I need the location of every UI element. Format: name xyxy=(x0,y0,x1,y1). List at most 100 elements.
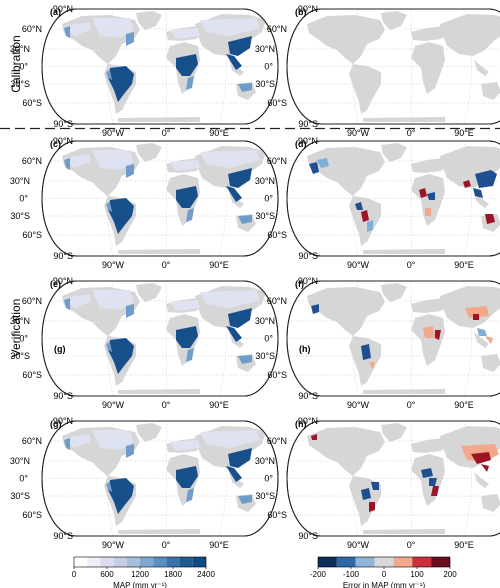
lon-label: 90°E xyxy=(454,260,474,270)
data-region xyxy=(361,344,371,360)
data-region xyxy=(419,188,427,198)
panel-e: (e)90°N 60°N 30°N 0° 30°S 60°S 90°S 90°W 0° 90°E (… xyxy=(10,276,279,410)
lat-label: 60°N xyxy=(267,24,287,34)
lat-label: 90°N xyxy=(298,136,318,146)
data-region xyxy=(186,488,194,502)
data-region xyxy=(64,298,70,310)
data-region xyxy=(485,336,493,344)
colorbar-swatch xyxy=(179,557,193,567)
data-region xyxy=(317,158,329,168)
lat-label: 0° xyxy=(264,334,273,344)
data-region xyxy=(92,150,134,170)
data-region xyxy=(126,164,134,178)
lat-label: 90°N xyxy=(298,276,318,286)
data-region xyxy=(106,70,112,80)
data-region xyxy=(170,440,200,451)
panel-inner-label: (g) xyxy=(54,344,66,354)
colorbar-swatch xyxy=(126,557,140,567)
data-region xyxy=(427,192,435,200)
data-region xyxy=(238,83,252,92)
data-region xyxy=(361,210,369,222)
lat-label: 0° xyxy=(264,474,273,484)
data-region xyxy=(485,214,495,224)
data-region xyxy=(170,300,200,311)
data-region xyxy=(126,304,134,318)
lat-label: 90°N xyxy=(53,276,73,286)
lat-label: 30°S xyxy=(10,491,30,501)
lon-label: 0° xyxy=(162,540,171,550)
lat-label: 0° xyxy=(19,334,28,344)
data-region xyxy=(465,306,489,318)
colorbar-tick-label: 100 xyxy=(410,570,424,579)
lat-label: 60°S xyxy=(22,370,42,380)
lat-label: 60°N xyxy=(267,156,287,166)
data-region xyxy=(369,502,375,512)
lat-label: 60°N xyxy=(267,296,287,306)
lat-label: 90°S xyxy=(53,119,73,129)
lat-label: 0° xyxy=(19,194,28,204)
lat-label: 90°N xyxy=(53,416,73,426)
lon-label: 90°E xyxy=(454,540,474,550)
lat-label: 0° xyxy=(19,62,28,72)
lat-label: 90°N xyxy=(298,4,318,14)
panel-d: (d)90°N 60°N 30°N 0° 30°S 60°S 90°S 90°W 0° 90°E xyxy=(255,136,500,270)
colorbar-swatch xyxy=(393,557,413,567)
data-region xyxy=(92,18,134,38)
colorbar-title: MAP (mm yr⁻¹) xyxy=(113,581,167,588)
lat-label: 90°S xyxy=(298,119,318,129)
meridian-line xyxy=(165,281,167,396)
lon-label: 0° xyxy=(407,400,416,410)
lon-label: 0° xyxy=(407,128,416,138)
data-region xyxy=(238,215,252,224)
data-region xyxy=(64,438,70,450)
meridian-line xyxy=(165,141,167,256)
lat-label: 30°N xyxy=(10,176,30,186)
data-region xyxy=(108,338,134,374)
data-region xyxy=(200,430,260,448)
data-region xyxy=(421,468,433,478)
data-region xyxy=(106,342,112,352)
panel-label: (g) xyxy=(50,419,62,429)
data-region xyxy=(473,314,479,320)
lat-label: 90°S xyxy=(298,391,318,401)
panel-f: (f)90°N 60°N 30°N 0° 30°S 60°S 90°S 90°W 0° 90°E (… xyxy=(255,276,500,410)
data-region xyxy=(186,76,194,90)
colorbar-tick-label: 0 xyxy=(382,570,387,579)
panel-label: (b) xyxy=(295,7,307,17)
panel-label: (f) xyxy=(295,279,304,289)
lat-label: 30°N xyxy=(10,456,30,466)
lon-label: 0° xyxy=(162,260,171,270)
data-region xyxy=(176,466,198,488)
panel-label: (h) xyxy=(295,419,307,429)
lon-label: 90°W xyxy=(102,260,125,270)
data-region xyxy=(170,160,200,171)
colorbar-swatch xyxy=(192,557,206,567)
lat-label: 0° xyxy=(264,194,273,204)
colorbar-tick-label: 1200 xyxy=(131,570,149,579)
data-region xyxy=(429,478,437,486)
data-region xyxy=(64,158,70,170)
data-region xyxy=(371,482,379,490)
data-region xyxy=(367,220,373,232)
lat-label: 60°S xyxy=(22,510,42,520)
data-region xyxy=(311,434,317,440)
data-region xyxy=(200,290,260,308)
data-region xyxy=(463,180,471,188)
lat-label: 60°N xyxy=(22,436,42,446)
lon-label: 90°W xyxy=(102,400,125,410)
data-region xyxy=(477,328,487,336)
colorbar-error: -200 -100 0 100 200 Error in MAP (mm yr⁻¹) xyxy=(310,556,457,588)
colorbar-tick-label: 2400 xyxy=(197,570,215,579)
data-region xyxy=(309,162,319,174)
data-region xyxy=(106,202,112,212)
lon-label: 90°W xyxy=(347,540,370,550)
lat-label: 60°S xyxy=(22,230,42,240)
lat-label: 90°S xyxy=(298,531,318,541)
data-region xyxy=(64,434,90,448)
data-region xyxy=(481,464,489,472)
data-region xyxy=(126,444,134,458)
meridian-line xyxy=(410,141,412,256)
lon-label: 90°W xyxy=(347,260,370,270)
panel-label: (e) xyxy=(50,279,61,289)
